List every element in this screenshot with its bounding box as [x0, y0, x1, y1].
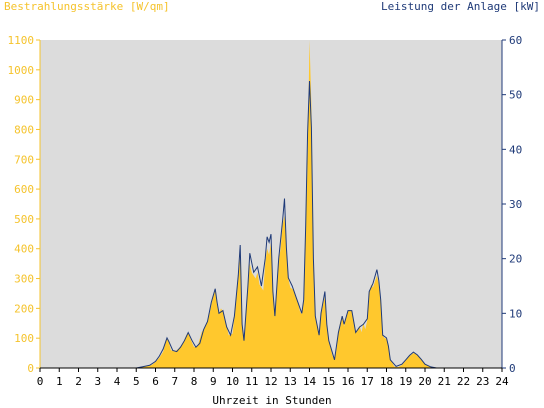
right-axis-tick-label: 0 — [509, 362, 516, 375]
left-axis-tick-label: 100 — [14, 332, 34, 345]
x-axis-tick-label: 14 — [303, 375, 317, 388]
left-axis-tick-label: 400 — [14, 243, 34, 256]
x-axis-tick-label: 10 — [226, 375, 239, 388]
x-axis-tick-label: 4 — [114, 375, 121, 388]
x-axis-tick-label: 16 — [341, 375, 354, 388]
x-axis-title: Uhrzeit in Stunden — [212, 394, 332, 407]
x-axis-tick-label: 0 — [37, 375, 44, 388]
left-axis-tick-label: 600 — [14, 183, 34, 196]
x-axis-tick-label: 8 — [191, 375, 198, 388]
x-axis-tick-label: 17 — [361, 375, 374, 388]
left-axis-tick-label: 700 — [14, 153, 34, 166]
x-axis-tick-label: 12 — [264, 375, 277, 388]
left-axis-tick-label: 200 — [14, 302, 34, 315]
x-axis-tick-label: 9 — [210, 375, 217, 388]
x-axis-tick-label: 18 — [380, 375, 393, 388]
x-axis-tick-label: 23 — [476, 375, 489, 388]
x-axis-tick-label: 7 — [171, 375, 178, 388]
left-axis-title: Bestrahlungsstärke [W/qm] — [4, 0, 170, 13]
x-axis-tick-label: 2 — [75, 375, 82, 388]
series-power-line — [40, 80, 502, 369]
x-axis-tick-label: 5 — [133, 375, 140, 388]
left-axis-tick-label: 900 — [14, 94, 34, 107]
x-axis-tick-label: 1 — [56, 375, 63, 388]
left-axis-tick-label: 500 — [14, 213, 34, 226]
left-axis-tick-label: 300 — [14, 273, 34, 286]
right-axis-tick-label: 50 — [509, 89, 522, 102]
x-axis-tick-label: 6 — [152, 375, 159, 388]
x-axis-tick-label: 15 — [322, 375, 335, 388]
x-axis-tick-label: 11 — [245, 375, 258, 388]
right-axis-tick-label: 30 — [509, 198, 522, 211]
x-axis-tick-label: 19 — [399, 375, 412, 388]
left-axis-tick-label: 1000 — [8, 64, 35, 77]
x-axis-tick-label: 21 — [438, 375, 451, 388]
x-axis-tick-label: 20 — [418, 375, 431, 388]
x-axis-tick-label: 3 — [94, 375, 101, 388]
x-axis-tick-label: 13 — [284, 375, 297, 388]
x-axis-tick-label: 24 — [495, 375, 509, 388]
x-axis-tick-label: 22 — [457, 375, 470, 388]
left-axis-tick-label: 1100 — [8, 34, 35, 47]
right-axis-tick-label: 20 — [509, 253, 522, 266]
left-axis-tick-label: 0 — [27, 362, 34, 375]
left-axis-tick-label: 800 — [14, 123, 34, 136]
right-axis-tick-label: 40 — [509, 143, 522, 156]
right-axis-tick-label: 10 — [509, 307, 522, 320]
right-axis-title: Leistung der Anlage [kW] — [381, 0, 540, 13]
right-axis-tick-label: 60 — [509, 34, 522, 47]
series-irradiance-area — [136, 40, 437, 368]
